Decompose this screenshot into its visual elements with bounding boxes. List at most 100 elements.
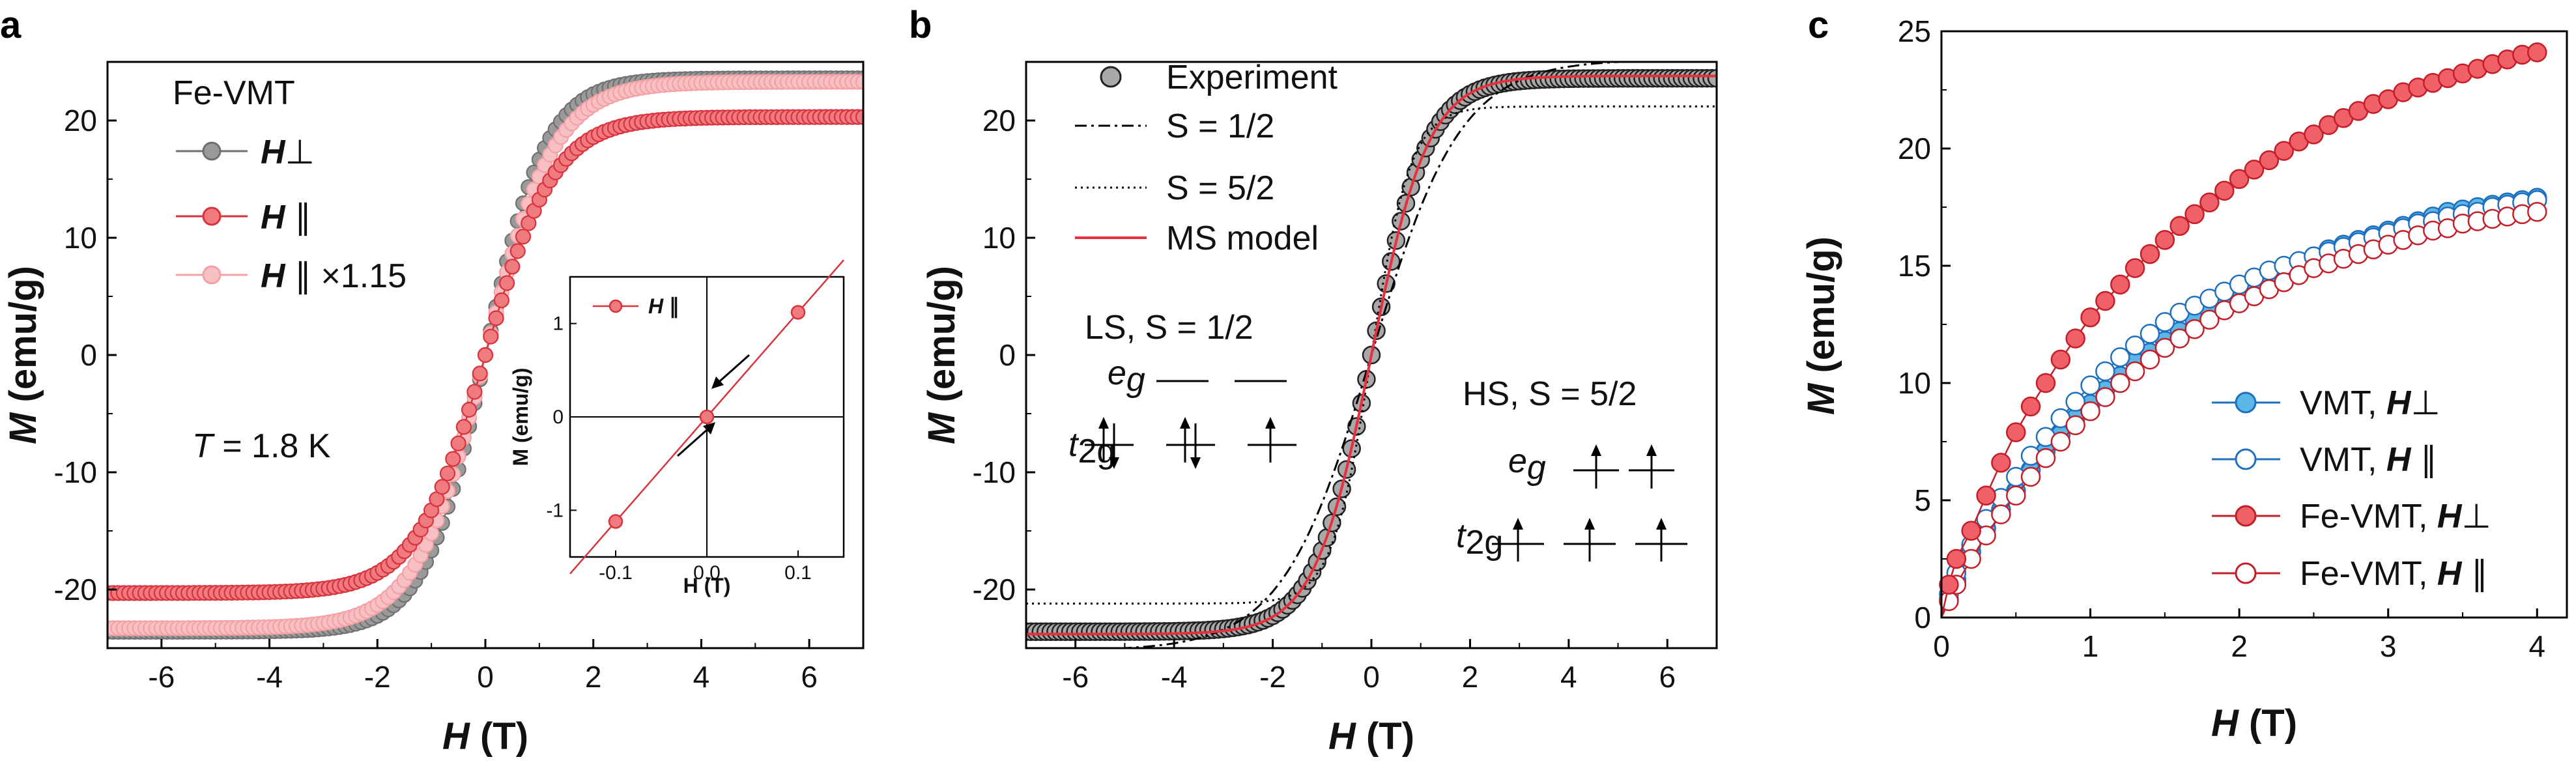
data-point [1939, 591, 1959, 612]
panel-b-legend-item-s-half: S = 1/2 [1075, 107, 1274, 145]
svg-text:H ∥ ×1.15: H ∥ ×1.15 [261, 257, 407, 295]
arrow-head [1109, 457, 1119, 469]
data-point [1991, 504, 2011, 524]
data-point [2080, 307, 2100, 328]
panel-b-legend-item-experiment: Experiment [1100, 59, 1338, 96]
legend-marker [2235, 391, 2257, 414]
ls-t2g-level [1248, 417, 1296, 462]
legend-symbol: H [261, 134, 286, 171]
data-point [2125, 361, 2145, 382]
panel-a-series-group [107, 70, 863, 640]
y-tick-label: -20 [973, 573, 1016, 606]
data-point [2527, 42, 2547, 63]
x-tick-label: 6 [1659, 660, 1676, 694]
data-point [2199, 309, 2220, 330]
data-point [488, 310, 504, 326]
series-3 [1939, 201, 2547, 618]
panel-c-legend-item-vmt-perp: VMT, H⊥ [2212, 384, 2440, 422]
legend-suffix: ∥ ×1.15 [285, 257, 407, 295]
data-point [498, 275, 515, 291]
inset-data-point [790, 305, 806, 320]
x-tick-label: 0 [1933, 629, 1950, 663]
arrow-head [1098, 417, 1109, 429]
legend-symbol: H [261, 199, 286, 236]
y-tick-label: -10 [973, 455, 1016, 489]
data-point [2020, 396, 2041, 417]
legend-label: S = 5/2 [1166, 169, 1274, 207]
data-point [2050, 431, 2071, 452]
y-tick-label: 10 [1898, 366, 1931, 400]
y-tick-label: -10 [54, 455, 97, 489]
legend-marker [2235, 562, 2257, 584]
panel-b-ylabel: M (emu/g) [921, 266, 963, 444]
panel-c-legend: VMT, H⊥ VMT, H ∥ Fe-VMT, H⊥ Fe-VMT, H ∥ [2212, 384, 2491, 593]
arrow-head [1656, 518, 1667, 530]
y-tick-label: -20 [54, 573, 97, 606]
data-point [2065, 328, 2085, 348]
data-point [1946, 548, 1967, 569]
inset-arrow-up [677, 422, 715, 457]
data-point [2259, 150, 2280, 171]
inset-x-tick-label: 0.0 [693, 562, 721, 584]
data-point [1939, 575, 1959, 595]
data-point [1707, 68, 1717, 88]
eg-label: eg [1108, 354, 1145, 399]
inset-y-tick-label: 0 [552, 406, 564, 428]
panel-b-legend-item-ms-model: MS model [1075, 220, 1319, 257]
data-point [439, 465, 456, 481]
data-point [2184, 204, 2205, 225]
x-tick-label: -2 [1259, 660, 1286, 694]
arrow-head [1591, 444, 1601, 456]
data-point [472, 365, 488, 382]
panel-a-xlabel: H (T) [442, 715, 528, 758]
panel-c-ylabel: M (emu/g) [1800, 236, 1842, 415]
data-point [1991, 453, 2011, 473]
data-point [445, 451, 461, 467]
legend-label: S = 1/2 [1166, 107, 1274, 145]
y-tick-label: 0 [80, 338, 97, 372]
legend-symbol: H [261, 257, 286, 295]
panel-b-series-group [1026, 62, 1717, 648]
data-point [2110, 373, 2130, 393]
x-tick-label: -4 [1161, 660, 1188, 694]
arrow-head [1646, 444, 1657, 456]
data-point [2527, 201, 2547, 222]
panel-c: c 0 1 2 3 4 0 5 10 15 20 25 VMT, H⊥ VMT, H ∥ Fe-VM… [1800, 4, 2568, 745]
panel-b-legend: Experiment S = 1/2 S = 5/2 MS model [1075, 59, 1338, 257]
y-tick-label: 0 [1914, 601, 1931, 634]
data-point [2304, 124, 2324, 145]
data-point [855, 109, 863, 125]
legend-marker [202, 141, 222, 161]
panel-a-plot [107, 70, 863, 640]
panel-c-legend-item-fevmt-par: Fe-VMT, H ∥ [2212, 555, 2488, 593]
y-tick-label: 20 [982, 104, 1016, 137]
panel-b-letter: b [909, 4, 932, 46]
y-tick-label: 25 [1898, 14, 1931, 48]
data-point [2006, 422, 2026, 442]
legend-marker [2235, 448, 2257, 470]
data-point [2154, 230, 2175, 250]
data-point [509, 243, 526, 259]
x-tick-label: 0 [477, 660, 494, 694]
panel-a-legend: Fe-VMT H⊥ H ∥ H ∥ ×1.15 [173, 74, 407, 295]
series-1 [107, 109, 863, 601]
inset-xlabel: H (T) [683, 574, 731, 597]
y-tick-label: 10 [982, 221, 1016, 255]
panel-a-temperature: T = 1.8 K [192, 427, 331, 465]
data-point [2140, 349, 2160, 370]
inset-data-point [608, 514, 623, 529]
legend-marker [608, 299, 623, 313]
x-tick-label: 4 [1560, 660, 1577, 694]
ls-t2g-level [1085, 417, 1134, 469]
x-tick-label: -6 [1062, 660, 1089, 694]
legend-marker [202, 206, 222, 226]
data-point [855, 74, 863, 90]
panel-c-xlabel: H (T) [2211, 702, 2297, 745]
x-tick-label: 3 [2380, 629, 2397, 663]
data-point [2035, 373, 2056, 393]
svg-text:Fe-VMT, H ∥: Fe-VMT, H ∥ [2300, 555, 2488, 593]
panel-a-legend-item-par: H ∥ [176, 199, 311, 236]
data-point [455, 419, 472, 435]
data-point [483, 328, 499, 345]
